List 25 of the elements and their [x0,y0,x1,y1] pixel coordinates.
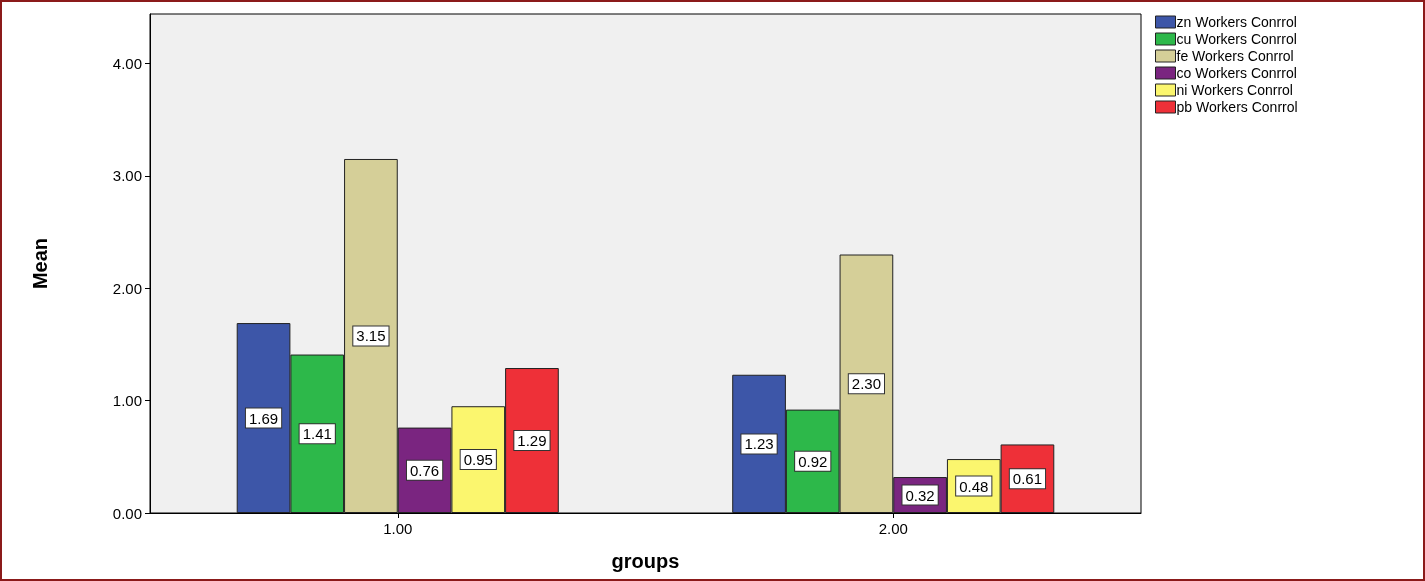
data-label: 0.48 [959,477,989,495]
data-label: 0.92 [798,452,828,470]
x-axis-title: groups [611,550,680,572]
legend-label: zn Workers Conrrol [1176,14,1297,30]
data-label: 1.23 [744,435,774,453]
legend-label: fe Workers Conrrol [1176,48,1294,64]
data-label: 2.30 [851,375,882,393]
y-tick-label: 3.00 [112,167,142,185]
legend-label: co Workers Conrrol [1176,65,1297,81]
data-label: 0.61 [1012,470,1043,488]
y-tick-label: 4.00 [112,54,142,72]
data-label: 1.29 [517,432,547,450]
data-label: 0.95 [463,451,493,469]
y-tick-label: 0.00 [112,504,142,522]
data-label: 1.41 [302,425,332,443]
data-label: 0.76 [409,461,440,479]
data-label: 1.69 [248,409,279,427]
y-axis-title: Mean [29,237,51,290]
legend-label: pb Workers Conrrol [1176,99,1298,115]
data-label: 3.15 [356,327,386,345]
y-tick-label: 1.00 [112,392,142,410]
legend-label: ni Workers Conrrol [1176,82,1293,98]
y-tick-label: 2.00 [112,279,142,297]
data-label: 0.32 [905,486,935,504]
legend-label: cu Workers Conrrol [1176,31,1297,47]
